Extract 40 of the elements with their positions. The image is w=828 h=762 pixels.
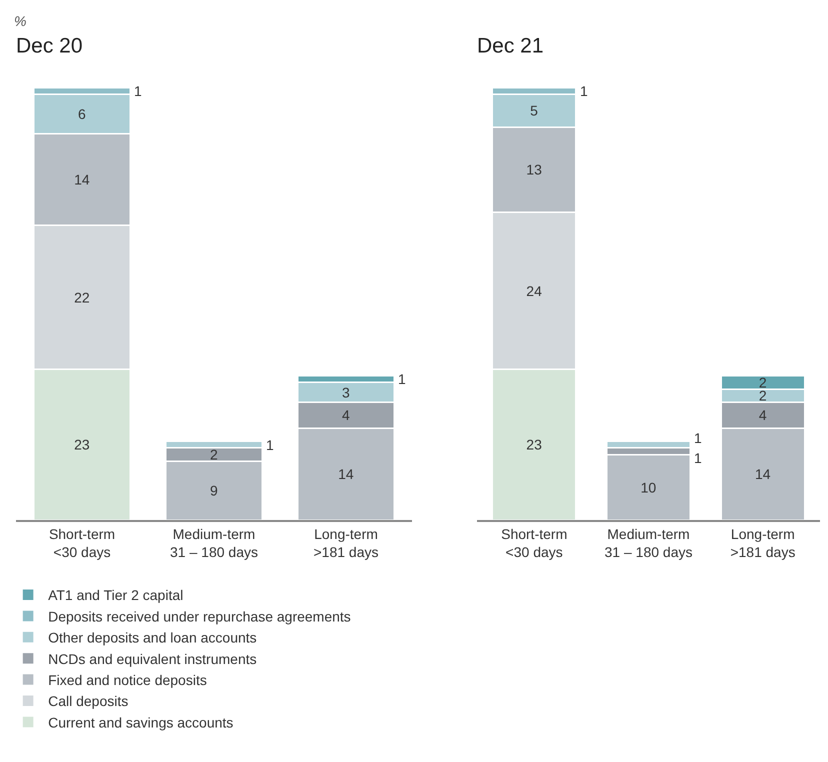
data-label: 6 xyxy=(78,106,86,122)
data-label: 1 xyxy=(580,83,588,99)
data-label: 1 xyxy=(398,371,406,387)
y-axis-title: % xyxy=(14,13,26,29)
legend-label: AT1 and Tier 2 capital xyxy=(48,587,184,604)
chart-title: Dec 20 xyxy=(16,34,83,58)
legend-label: NCDs and equivalent instruments xyxy=(48,650,257,667)
data-label: 23 xyxy=(74,436,90,453)
legend-label: Call deposits xyxy=(48,693,128,710)
data-label: 24 xyxy=(526,282,542,299)
data-label: 1 xyxy=(694,450,702,466)
legend-label: Fixed and notice deposits xyxy=(48,672,207,688)
x-tick-label: Short-term <30 days xyxy=(501,526,568,560)
data-label: 1 xyxy=(266,437,274,453)
x-tick-label: Long-term >181 days xyxy=(730,526,796,560)
data-label: 4 xyxy=(342,407,350,424)
data-label: 14 xyxy=(754,466,771,482)
data-label: 14 xyxy=(338,466,354,482)
legend-label: Deposits received under repurchase agreements xyxy=(48,608,351,624)
data-label: 23 xyxy=(526,436,542,453)
legend-label: Other deposits and loan accounts xyxy=(48,630,257,646)
data-label: 3 xyxy=(342,384,350,400)
x-tick-label: Short-term <30 days xyxy=(48,526,116,560)
data-label: 10 xyxy=(640,479,656,496)
data-label: 22 xyxy=(74,289,90,306)
data-label: 5 xyxy=(530,102,538,119)
x-tick-label: Medium-term 31 – 180 days xyxy=(170,526,258,560)
data-label: 1 xyxy=(694,430,702,446)
data-label: 2 xyxy=(210,446,218,463)
x-tick-label: Medium-term 31 – 180 days xyxy=(604,526,692,560)
data-label: 1 xyxy=(134,83,142,99)
data-label: 13 xyxy=(526,162,542,178)
data-label: 9 xyxy=(210,482,218,499)
legend-label: Current and savings accounts xyxy=(48,714,234,730)
data-label: 2 xyxy=(758,388,767,404)
data-label: 14 xyxy=(74,171,90,188)
chart-title: Dec 21 xyxy=(477,34,544,58)
x-tick-label: Long-term >181 days xyxy=(314,526,378,560)
data-label: 4 xyxy=(758,407,767,424)
data-label: 2 xyxy=(758,374,767,390)
